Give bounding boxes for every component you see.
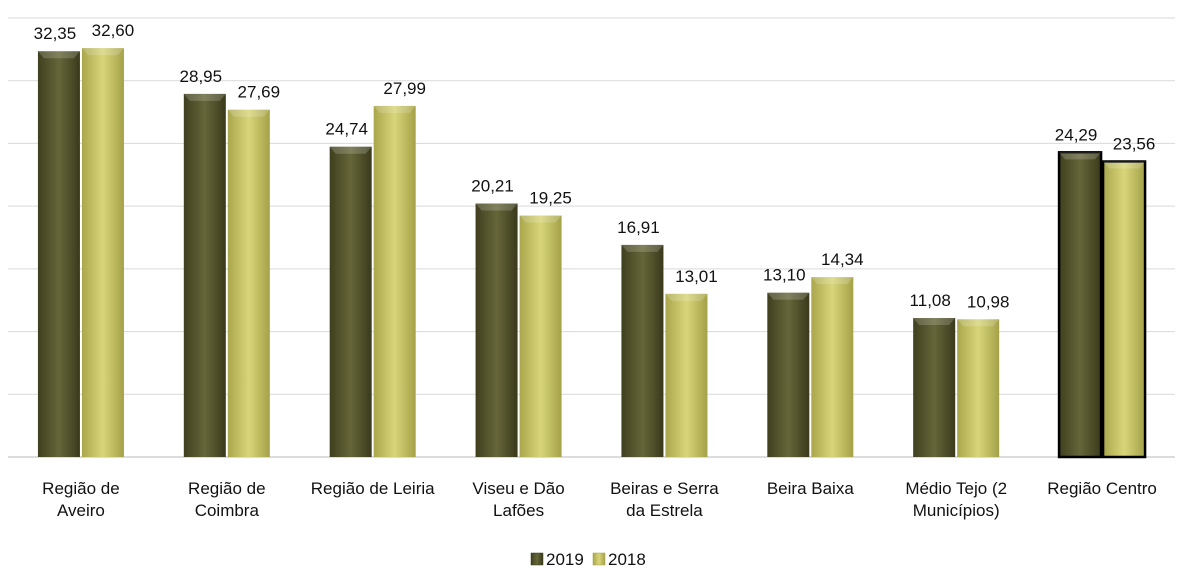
bar-bevel [475,203,518,211]
bar-2018-2 [227,109,270,457]
category-label-5: Beiras e Serra da Estrela [610,479,719,520]
bar-2019-5 [621,244,664,457]
bar-bevel [1103,161,1146,169]
bar-bevel [329,146,372,154]
legend-label-2018: 2018 [608,550,646,569]
category-label-4: Viseu e Dão Lafões [472,479,564,520]
category-labels: Região de Aveiro Região de Coimbra Região de… [42,479,1157,520]
bar-2018-8 [1101,160,1147,459]
bar-bevel [913,318,956,326]
bar-bevel [519,215,562,223]
bar-bevel [37,51,80,59]
bar-bevel [81,48,124,56]
legend: 2019 2018 [530,550,646,569]
bar-2018-7 [957,319,1000,457]
bar-2018-6 [811,277,854,457]
bar-2018-3 [373,105,416,458]
bar-bevel [957,319,1000,327]
category-label-6: Beira Baixa [767,479,854,498]
data-label-2019-6: 13,10 [763,266,806,285]
data-label-2019-7: 11,08 [910,291,951,310]
bars [37,48,1147,459]
data-label-2019-1: 32,35 [34,24,77,43]
data-label-2018-2: 27,69 [238,83,281,102]
bar-bevel [183,93,226,101]
category-label-3: Região de Leiria [311,479,435,498]
data-labels: 32,35 32,60 28,95 27,69 24,74 27,99 20,21 19,25… [34,21,1156,311]
bar-bevel [767,292,810,300]
bar-2019-1 [37,51,80,457]
bar-2019-8 [1057,151,1103,459]
bar-2018-5 [665,293,708,457]
bar-2018-4 [519,215,562,457]
bar-2019-2 [183,93,226,458]
data-label-2018-4: 19,25 [529,189,572,208]
data-label-2018-3: 27,99 [383,79,426,98]
category-label-1: Região de Aveiro [42,479,120,520]
bar-bevel [811,277,854,285]
legend-label-2019: 2019 [546,550,584,569]
data-label-2019-4: 20,21 [471,177,514,196]
category-label-7: Médio Tejo (2 Municípios) [905,479,1007,520]
data-label-2019-3: 24,74 [325,120,368,139]
data-label-2018-1: 32,60 [92,21,135,40]
bar-bevel [373,105,416,113]
data-label-2018-6: 14,34 [821,250,864,269]
data-label-2018-5: 13,01 [675,267,718,286]
data-label-2019-5: 16,91 [617,218,660,237]
bar-2019-3 [329,146,372,458]
data-label-2018-8: 23,56 [1113,134,1156,153]
bar-2018-1 [81,48,124,458]
bar-bevel [227,109,270,117]
bar-bevel [621,244,664,252]
legend-swatch-2018 [592,552,606,566]
data-label-2019-8: 24,29 [1055,125,1098,144]
category-label-8: Região Centro [1047,479,1157,498]
bar-bevel [1059,152,1102,160]
bar-bevel [665,293,708,301]
category-label-2: Região de Coimbra [188,479,266,520]
data-label-2018-7: 10,98 [967,292,1010,311]
bar-2019-7 [913,318,956,457]
bar-2019-4 [475,203,518,457]
legend-swatch-2019 [530,552,544,566]
bar-2019-6 [767,292,810,457]
data-label-2019-2: 28,95 [180,67,223,86]
